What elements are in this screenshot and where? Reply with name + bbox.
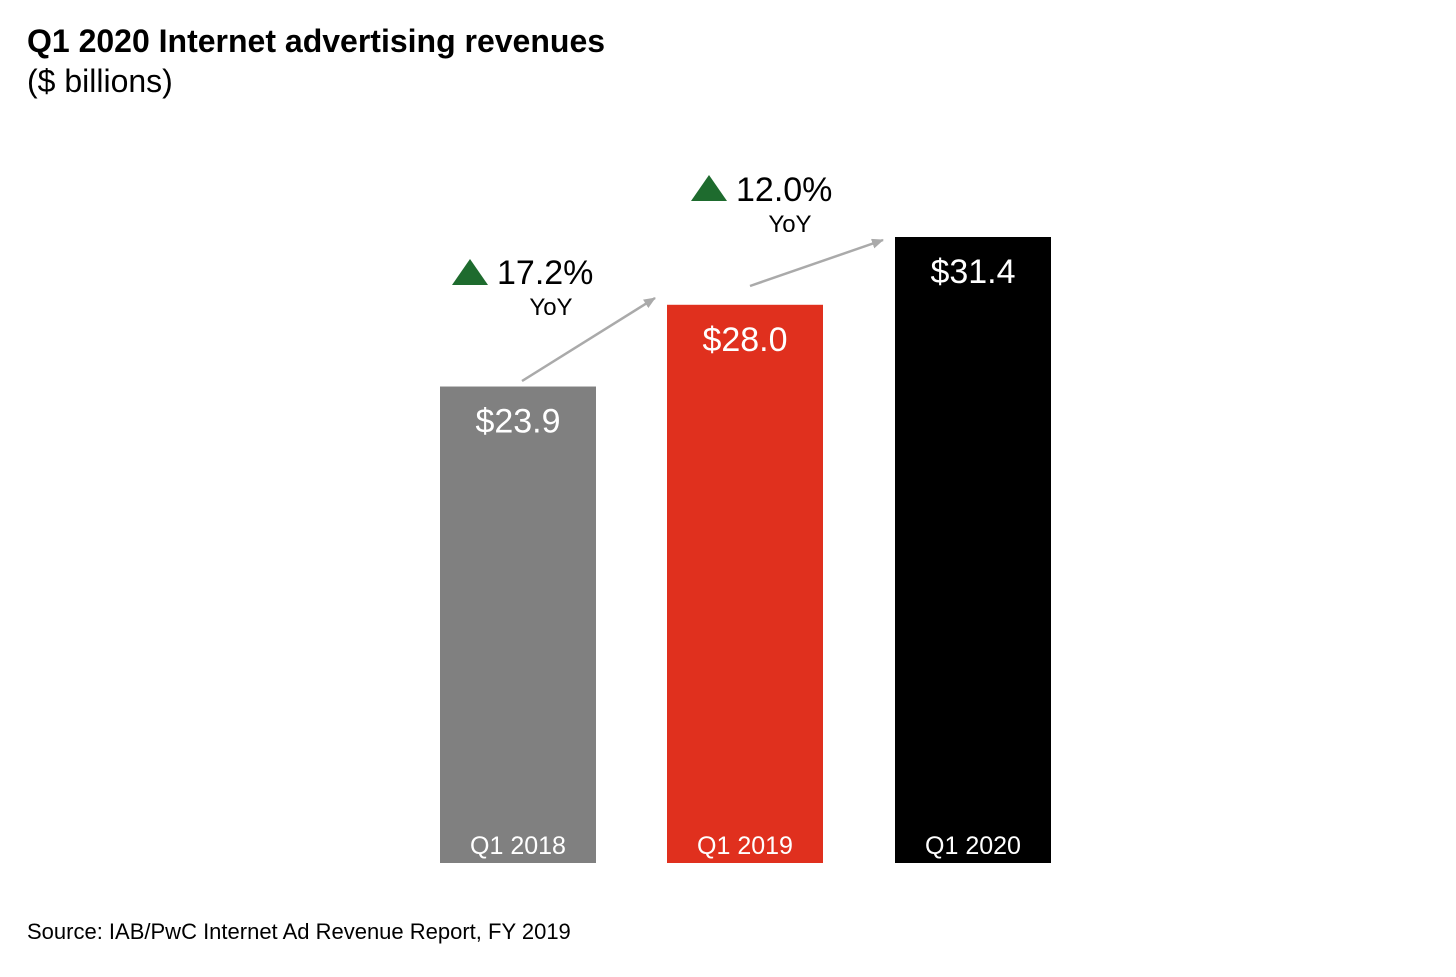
category-label: Q1 2019 — [697, 832, 793, 860]
growth-annotation: 12.0%YoY — [691, 171, 884, 288]
up-triangle-icon — [452, 259, 488, 285]
growth-annotation: 17.2%YoY — [452, 254, 656, 383]
growth-percent: 12.0% — [736, 171, 832, 209]
bar-group: $31.4 Q1 2020 — [895, 237, 1051, 863]
bar-value-label: $23.9 — [475, 403, 560, 441]
bar-value-label: $31.4 — [930, 253, 1015, 291]
growth-period-label: YoY — [529, 294, 572, 321]
category-label: Q1 2020 — [925, 832, 1021, 860]
bar — [895, 237, 1051, 863]
bar — [667, 304, 823, 863]
source-note: Source: IAB/PwC Internet Ad Revenue Repo… — [27, 919, 571, 944]
category-label: Q1 2018 — [470, 832, 566, 860]
bar-chart: $23.9 Q1 2018 $28.0 Q1 2019 $31.4 Q1 2020 17.… — [440, 171, 1051, 863]
bar-group: $23.9 Q1 2018 — [440, 386, 596, 863]
bars-layer: $23.9 Q1 2018 $28.0 Q1 2019 $31.4 Q1 2020 — [440, 237, 1051, 863]
up-triangle-icon — [691, 175, 727, 201]
bar-value-label: $28.0 — [702, 321, 787, 359]
growth-period-label: YoY — [768, 211, 811, 238]
chart-subtitle: ($ billions) — [27, 63, 173, 99]
growth-percent: 17.2% — [497, 254, 593, 292]
growth-connector-arrow — [521, 296, 656, 383]
chart-title: Q1 2020 Internet advertising revenues — [27, 23, 606, 59]
growth-connector-arrow — [749, 238, 884, 288]
bar — [440, 386, 596, 863]
bar-group: $28.0 Q1 2019 — [667, 304, 823, 863]
